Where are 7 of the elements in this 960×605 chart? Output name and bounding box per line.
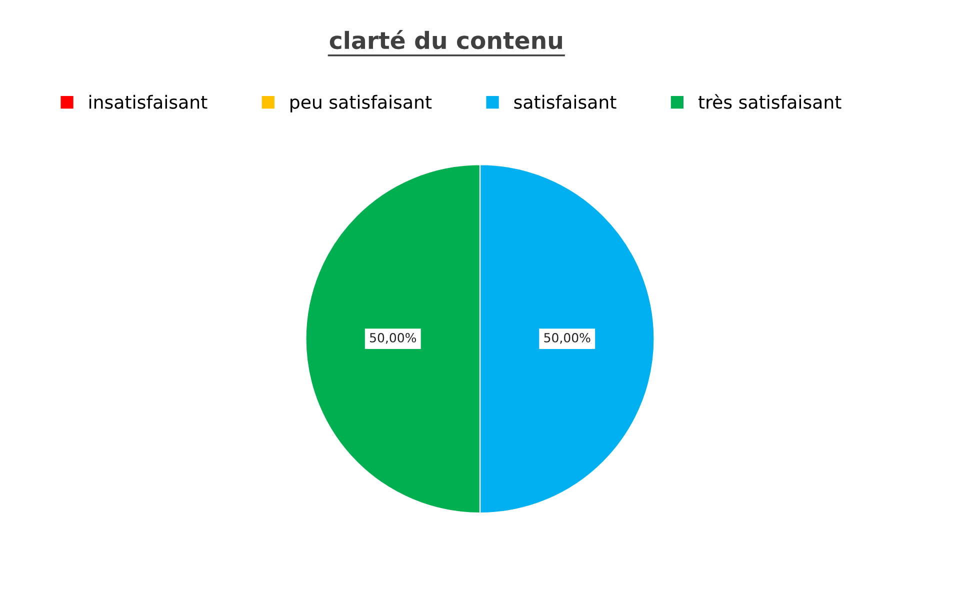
legend-label: très satisfaisant [698,94,842,109]
data-label: 50,00% [544,332,590,344]
legend-label: satisfaisant [514,94,616,109]
data-label: 50,00% [370,332,416,344]
chart-title: clarté du contenu [330,30,562,50]
legend-label: peu satisfaisant [290,94,432,112]
legend-label: insatisfaisant [89,94,208,109]
